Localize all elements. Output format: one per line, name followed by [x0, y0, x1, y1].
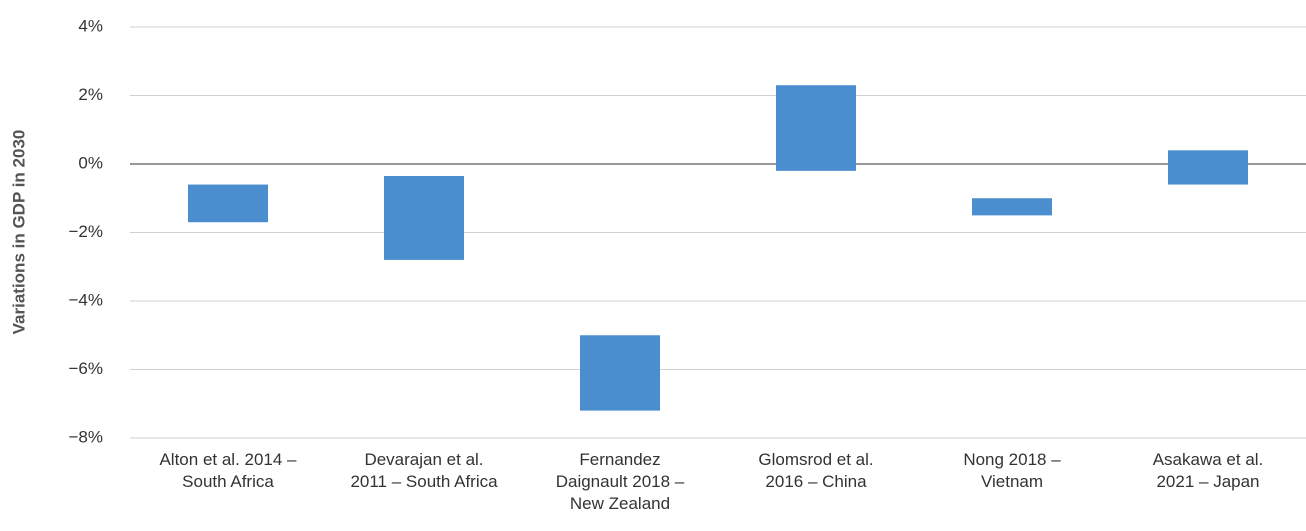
bar	[188, 184, 268, 223]
bar	[580, 335, 660, 411]
y-axis-title: Variations in GDP in 2030	[9, 130, 28, 335]
x-tick-label: Alton et al. 2014 – South Africa	[159, 450, 297, 491]
bar	[384, 175, 464, 260]
x-tick-label: Nong 2018 – Vietnam	[963, 450, 1061, 491]
bar	[1168, 150, 1248, 185]
y-tick-label: −8%	[69, 427, 104, 446]
x-tick-label: Devarajan et al. 2011 – South Africa	[350, 450, 498, 491]
bar	[972, 198, 1052, 216]
x-tick-label: Fernandez Daignault 2018 – New Zealand	[555, 450, 685, 513]
y-tick-label: 0%	[78, 153, 103, 172]
bar	[776, 85, 856, 171]
y-tick-label: −2%	[69, 222, 104, 241]
y-tick-label: −4%	[69, 290, 104, 309]
x-tick-label: Glomsrod et al. 2016 – China	[758, 450, 874, 491]
y-tick-label: 2%	[78, 85, 103, 104]
y-tick-label: −6%	[69, 359, 104, 378]
y-tick-label: 4%	[78, 16, 103, 35]
x-tick-label: Asakawa et al. 2021 – Japan	[1152, 450, 1264, 491]
